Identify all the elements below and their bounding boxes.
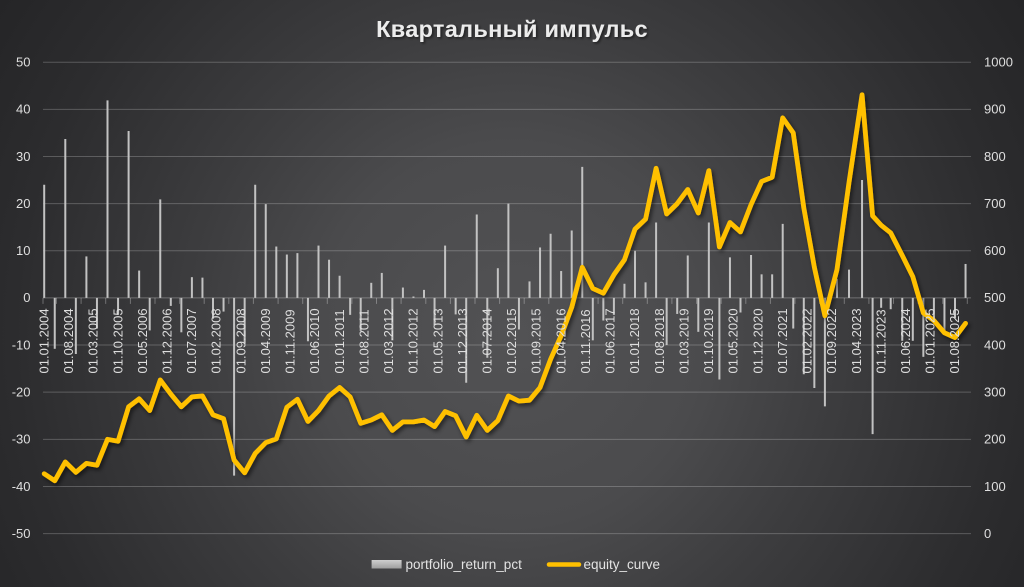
svg-text:01.08.2011: 01.08.2011 bbox=[356, 309, 371, 373]
svg-text:Квартальный импульс: Квартальный импульс bbox=[376, 16, 648, 42]
svg-text:-20: -20 bbox=[12, 385, 31, 400]
svg-text:600: 600 bbox=[984, 243, 1006, 258]
svg-text:-30: -30 bbox=[12, 432, 31, 447]
svg-text:50: 50 bbox=[16, 55, 30, 70]
svg-text:01.10.2012: 01.10.2012 bbox=[406, 308, 421, 373]
svg-text:equity_curve: equity_curve bbox=[584, 557, 661, 572]
svg-text:-50: -50 bbox=[12, 526, 31, 541]
svg-text:01.04.2016: 01.04.2016 bbox=[553, 308, 568, 373]
svg-text:20: 20 bbox=[16, 196, 30, 211]
svg-text:01.03.2019: 01.03.2019 bbox=[676, 308, 691, 373]
svg-text:01.10.2005: 01.10.2005 bbox=[110, 308, 125, 373]
svg-text:01.04.2023: 01.04.2023 bbox=[849, 308, 864, 373]
svg-text:10: 10 bbox=[16, 243, 30, 258]
svg-text:01.01.2018: 01.01.2018 bbox=[627, 308, 642, 373]
svg-text:800: 800 bbox=[984, 149, 1006, 164]
svg-text:01.09.2015: 01.09.2015 bbox=[529, 308, 544, 373]
svg-text:-10: -10 bbox=[12, 337, 31, 352]
svg-text:01.07.2007: 01.07.2007 bbox=[184, 308, 199, 373]
svg-text:700: 700 bbox=[984, 196, 1006, 211]
svg-text:01.12.2020: 01.12.2020 bbox=[750, 308, 765, 373]
svg-text:01.01.2025: 01.01.2025 bbox=[923, 308, 938, 373]
svg-text:01.02.2008: 01.02.2008 bbox=[209, 308, 224, 373]
svg-text:01.03.2012: 01.03.2012 bbox=[381, 308, 396, 373]
svg-text:01.08.2004: 01.08.2004 bbox=[61, 308, 76, 373]
svg-text:0: 0 bbox=[984, 526, 991, 541]
svg-text:01.01.2011: 01.01.2011 bbox=[332, 309, 347, 373]
svg-text:01.06.2010: 01.06.2010 bbox=[307, 308, 322, 373]
svg-text:400: 400 bbox=[984, 337, 1006, 352]
svg-text:0: 0 bbox=[23, 290, 30, 305]
svg-text:01.07.2014: 01.07.2014 bbox=[480, 308, 495, 373]
svg-text:01.05.2020: 01.05.2020 bbox=[726, 308, 741, 373]
svg-text:200: 200 bbox=[984, 432, 1006, 447]
svg-text:portfolio_return_pct: portfolio_return_pct bbox=[406, 557, 523, 572]
svg-text:-40: -40 bbox=[12, 479, 31, 494]
svg-text:01.04.2009: 01.04.2009 bbox=[258, 308, 273, 373]
svg-text:01.03.2005: 01.03.2005 bbox=[86, 308, 101, 373]
svg-text:01.12.2013: 01.12.2013 bbox=[455, 308, 470, 373]
svg-text:500: 500 bbox=[984, 290, 1006, 305]
svg-text:01.11.2016: 01.11.2016 bbox=[578, 309, 593, 373]
svg-text:01.09.2008: 01.09.2008 bbox=[233, 308, 248, 373]
svg-text:01.09.2022: 01.09.2022 bbox=[824, 308, 839, 373]
svg-text:01.11.2009: 01.11.2009 bbox=[283, 309, 298, 373]
svg-text:01.08.2018: 01.08.2018 bbox=[652, 308, 667, 373]
svg-text:01.11.2023: 01.11.2023 bbox=[873, 309, 888, 373]
svg-text:900: 900 bbox=[984, 102, 1006, 117]
svg-text:300: 300 bbox=[984, 385, 1006, 400]
svg-text:40: 40 bbox=[16, 102, 30, 117]
svg-text:01.07.2021: 01.07.2021 bbox=[775, 308, 790, 373]
svg-text:01.12.2006: 01.12.2006 bbox=[160, 308, 175, 373]
svg-text:01.02.2015: 01.02.2015 bbox=[504, 308, 519, 373]
svg-text:01.10.2019: 01.10.2019 bbox=[701, 308, 716, 373]
svg-text:30: 30 bbox=[16, 149, 30, 164]
svg-text:01.02.2022: 01.02.2022 bbox=[800, 308, 815, 373]
svg-text:01.06.2017: 01.06.2017 bbox=[603, 308, 618, 373]
svg-text:1000: 1000 bbox=[984, 55, 1013, 70]
svg-text:100: 100 bbox=[984, 479, 1006, 494]
svg-text:01.08.2025: 01.08.2025 bbox=[947, 308, 962, 373]
svg-text:01.06.2024: 01.06.2024 bbox=[898, 308, 913, 373]
svg-text:01.01.2004: 01.01.2004 bbox=[36, 308, 51, 373]
svg-text:01.05.2013: 01.05.2013 bbox=[430, 308, 445, 373]
svg-text:01.05.2006: 01.05.2006 bbox=[135, 308, 150, 373]
